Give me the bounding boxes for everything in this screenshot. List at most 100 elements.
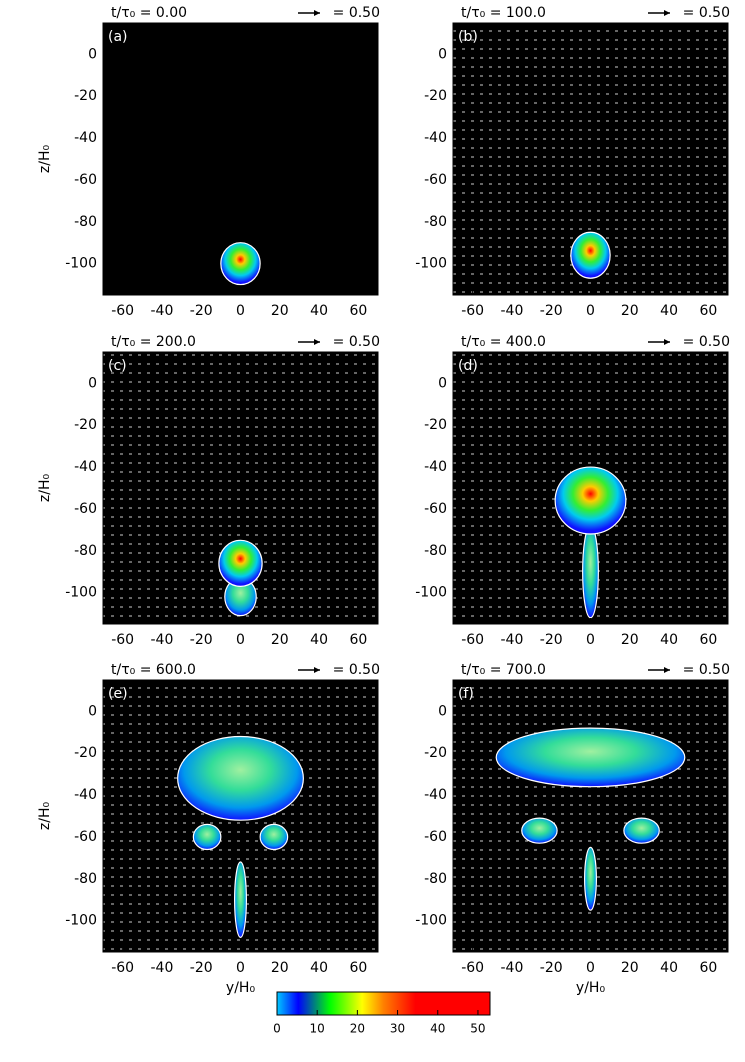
- panel-label: (b): [458, 29, 478, 45]
- plume: [584, 846, 597, 911]
- x-tick-label: 40: [310, 303, 328, 319]
- y-tick-label: -40: [74, 787, 97, 803]
- y-tick-label: -60: [424, 172, 447, 188]
- y-tick-label: -80: [424, 871, 447, 887]
- y-tick-label: -60: [424, 829, 447, 845]
- panel-title: t/τ₀ = 600.0: [111, 662, 196, 678]
- reference-arrowhead: [314, 339, 320, 345]
- colorbar-tick-label: 30: [390, 1022, 405, 1036]
- y-axis-label: z/H₀: [37, 145, 53, 174]
- y-tick-label: -80: [74, 214, 97, 230]
- x-tick-label: 60: [699, 632, 717, 648]
- x-tick-label: -60: [111, 960, 134, 976]
- y-tick-label: 0: [438, 703, 447, 719]
- panel-title: t/τ₀ = 100.0: [461, 5, 546, 21]
- y-tick-label: -100: [415, 585, 447, 601]
- x-tick-label: 0: [236, 960, 245, 976]
- y-tick-label: 0: [88, 46, 97, 62]
- velocity-vectors: [453, 680, 728, 952]
- y-tick-label: -80: [424, 214, 447, 230]
- x-tick-label: 20: [621, 303, 639, 319]
- plume: [220, 242, 261, 286]
- panel-title: t/τ₀ = 0.00: [111, 5, 187, 21]
- plume: [234, 861, 247, 938]
- y-tick-label: -20: [424, 417, 447, 433]
- panel-title: t/τ₀ = 400.0: [461, 334, 546, 350]
- x-tick-label: -60: [111, 303, 134, 319]
- plume: [521, 817, 558, 844]
- reference-arrowhead: [664, 339, 670, 345]
- x-tick-label: 40: [310, 632, 328, 648]
- plume: [623, 817, 660, 844]
- colorbar-tick-label: 10: [310, 1022, 325, 1036]
- y-tick-label: 0: [438, 375, 447, 391]
- x-tick-label: 40: [660, 960, 678, 976]
- x-tick-label: -40: [500, 960, 523, 976]
- x-tick-label: -20: [190, 303, 213, 319]
- x-axis-label: y/H₀: [226, 980, 256, 996]
- y-tick-label: -20: [74, 88, 97, 104]
- colorbar-tick-label: 50: [470, 1022, 485, 1036]
- plume: [192, 823, 222, 851]
- y-tick-label: -40: [74, 130, 97, 146]
- x-tick-label: -20: [540, 632, 563, 648]
- y-tick-label: -100: [415, 256, 447, 272]
- vector-label: = 0.50: [683, 334, 730, 350]
- vector-label: = 0.50: [333, 5, 380, 21]
- x-tick-label: -40: [500, 632, 523, 648]
- colorbar-tick-label: 20: [350, 1022, 365, 1036]
- x-tick-label: -40: [150, 303, 173, 319]
- y-tick-label: -100: [65, 913, 97, 929]
- plume: [177, 735, 304, 821]
- vector-label: = 0.50: [683, 662, 730, 678]
- y-tick-label: -40: [424, 459, 447, 475]
- x-tick-label: 20: [621, 632, 639, 648]
- panel-label: (c): [108, 358, 127, 374]
- y-tick-label: -20: [74, 745, 97, 761]
- x-tick-label: 0: [586, 632, 595, 648]
- y-tick-label: -20: [424, 745, 447, 761]
- y-tick-label: -20: [74, 417, 97, 433]
- y-tick-label: -60: [74, 501, 97, 517]
- x-tick-label: 0: [236, 303, 245, 319]
- x-tick-label: 20: [621, 960, 639, 976]
- x-tick-label: 60: [349, 632, 367, 648]
- x-tick-label: 20: [271, 960, 289, 976]
- panel-label: (d): [458, 358, 478, 374]
- plume: [218, 539, 263, 587]
- y-tick-label: -60: [424, 501, 447, 517]
- reference-arrowhead: [314, 667, 320, 673]
- panel-label: (f): [458, 686, 474, 702]
- x-tick-label: -40: [150, 632, 173, 648]
- x-tick-label: -60: [461, 960, 484, 976]
- vector-label: = 0.50: [333, 334, 380, 350]
- x-tick-label: -20: [190, 960, 213, 976]
- plume: [259, 823, 289, 851]
- y-tick-label: -80: [74, 543, 97, 559]
- y-tick-label: -40: [424, 787, 447, 803]
- reference-arrowhead: [664, 667, 670, 673]
- plume: [582, 525, 599, 619]
- panel-title: t/τ₀ = 700.0: [461, 662, 546, 678]
- plume: [554, 466, 627, 535]
- y-tick-label: -40: [424, 130, 447, 146]
- y-tick-label: 0: [88, 375, 97, 391]
- y-tick-label: -40: [74, 459, 97, 475]
- x-tick-label: 0: [586, 303, 595, 319]
- y-tick-label: 0: [438, 46, 447, 62]
- y-tick-label: -80: [424, 543, 447, 559]
- x-tick-label: 40: [660, 632, 678, 648]
- y-tick-label: -60: [74, 172, 97, 188]
- x-tick-label: 60: [349, 303, 367, 319]
- x-tick-label: 0: [586, 960, 595, 976]
- x-tick-label: -20: [540, 960, 563, 976]
- vector-label: = 0.50: [683, 5, 730, 21]
- x-tick-label: -20: [540, 303, 563, 319]
- reference-arrowhead: [664, 10, 670, 16]
- y-tick-label: -100: [415, 913, 447, 929]
- panel-title: t/τ₀ = 200.0: [111, 334, 196, 350]
- x-tick-label: 40: [310, 960, 328, 976]
